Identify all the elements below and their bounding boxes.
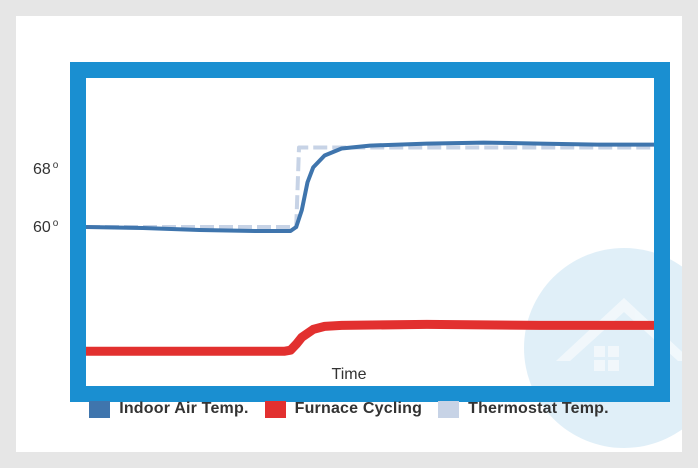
x-axis-label: Time — [331, 366, 367, 383]
plot-frame — [70, 62, 670, 402]
plot-area — [86, 140, 654, 356]
legend-item-indoor-air: Indoor Air Temp. — [89, 400, 248, 418]
legend-swatch-furnace — [264, 400, 286, 418]
legend-swatch-thermostat — [438, 400, 460, 418]
y-tick-label-68: 68 o — [33, 160, 59, 178]
series-line-indoor-air-temp — [86, 140, 654, 233]
legend-label-indoor-air: Indoor Air Temp. — [119, 400, 249, 417]
chart-card: 68 o 60 o Time Indoor Air Temp. Furnace Cy… — [16, 16, 682, 452]
series-line-furnace-cycling — [86, 319, 654, 356]
y-tick-label-60: 60 o — [33, 218, 59, 236]
legend-label-furnace: Furnace Cycling — [294, 400, 423, 417]
legend-swatch-indoor-air — [89, 400, 111, 418]
legend-item-thermostat: Thermostat Temp. — [438, 400, 609, 418]
legend: Indoor Air Temp. Furnace Cycling Thermos… — [16, 400, 682, 418]
series-line-thermostat-temp — [86, 145, 654, 229]
legend-item-furnace: Furnace Cycling — [264, 400, 423, 418]
legend-label-thermostat: Thermostat Temp. — [468, 400, 609, 417]
